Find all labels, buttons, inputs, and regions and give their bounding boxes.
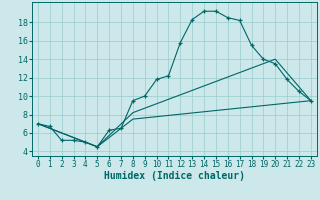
X-axis label: Humidex (Indice chaleur): Humidex (Indice chaleur): [104, 171, 245, 181]
